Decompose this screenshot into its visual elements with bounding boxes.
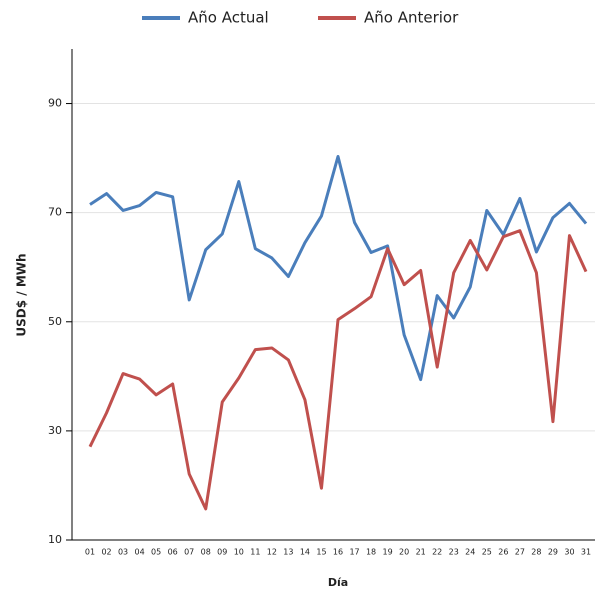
y-tick-label: 70 xyxy=(48,206,62,219)
x-axis-title: Día xyxy=(328,576,348,589)
x-tick-label: 11 xyxy=(250,548,260,557)
x-tick-label: 26 xyxy=(498,548,508,557)
legend-label: Año Anterior xyxy=(364,9,459,27)
x-tick-label: 27 xyxy=(515,548,525,557)
x-tick-label: 29 xyxy=(548,548,558,557)
x-tick-label: 02 xyxy=(101,548,111,557)
y-tick-label: 30 xyxy=(48,424,62,437)
x-tick-label: 09 xyxy=(217,548,227,557)
x-tick-label: 24 xyxy=(465,548,475,557)
x-tick-label: 16 xyxy=(333,548,343,557)
x-tick-label: 28 xyxy=(531,548,541,557)
x-tick-label: 18 xyxy=(366,548,376,557)
y-tick-label: 10 xyxy=(48,533,62,546)
x-tick-label: 10 xyxy=(234,548,244,557)
y-axis-title: USD$ / MWh xyxy=(15,253,29,336)
series-line xyxy=(89,154,588,382)
x-tick-label: 25 xyxy=(482,548,492,557)
x-tick-label: 17 xyxy=(349,548,359,557)
x-tick-label: 20 xyxy=(399,548,409,557)
x-tick-label: 08 xyxy=(201,548,211,557)
x-tick-label: 12 xyxy=(267,548,277,557)
x-tick-label: 01 xyxy=(85,548,95,557)
y-tick-label: 90 xyxy=(48,97,62,110)
x-tick-label: 07 xyxy=(184,548,194,557)
x-tick-label: 30 xyxy=(564,548,574,557)
x-tick-label: 06 xyxy=(168,548,178,557)
x-tick-label: 21 xyxy=(416,548,426,557)
x-tick-label: 23 xyxy=(449,548,459,557)
x-tick-label: 05 xyxy=(151,548,161,557)
legend-label: Año Actual xyxy=(188,9,269,27)
x-tick-label: 15 xyxy=(316,548,326,557)
x-tick-label: 13 xyxy=(283,548,293,557)
y-tick-label: 50 xyxy=(48,315,62,328)
x-tick-label: 03 xyxy=(118,548,128,557)
series-line xyxy=(88,229,588,511)
x-tick-label: 22 xyxy=(432,548,442,557)
x-tick-label: 04 xyxy=(135,548,145,557)
x-tick-label: 19 xyxy=(383,548,393,557)
x-tick-label: 31 xyxy=(581,548,591,557)
x-tick-label: 14 xyxy=(300,548,310,557)
